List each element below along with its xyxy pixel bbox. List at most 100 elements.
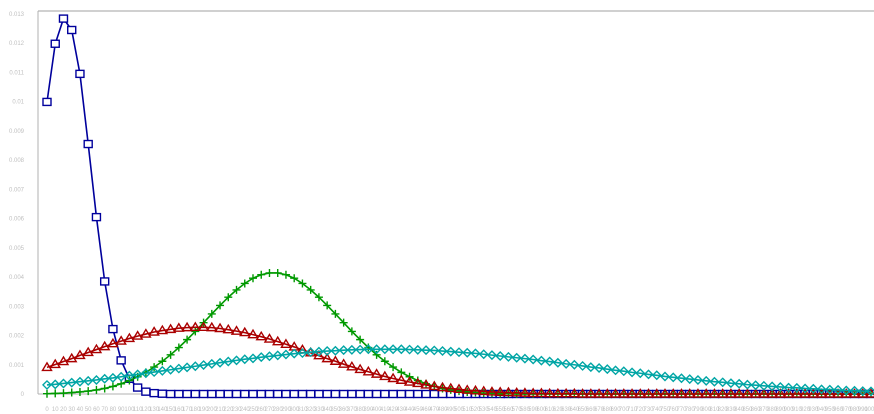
data-point xyxy=(651,388,663,398)
data-point xyxy=(370,368,383,378)
data-point xyxy=(157,389,168,398)
data-point xyxy=(487,389,496,398)
x-tick-label: 190 xyxy=(199,407,210,413)
x-tick-label: 780 xyxy=(685,407,696,413)
x-tick-label: 80 xyxy=(110,407,117,413)
data-point xyxy=(396,344,407,355)
data-point xyxy=(857,386,868,397)
data-point xyxy=(840,388,853,398)
data-point xyxy=(240,279,249,288)
data-point xyxy=(198,389,209,399)
x-tick-label: 870 xyxy=(759,407,770,413)
data-point xyxy=(51,389,60,398)
data-point xyxy=(190,361,201,372)
data-point xyxy=(470,348,481,359)
x-tick-label: 350 xyxy=(330,407,341,413)
data-point xyxy=(43,389,51,398)
data-point xyxy=(683,388,696,398)
data-point xyxy=(116,356,126,365)
data-point xyxy=(437,346,448,357)
data-point xyxy=(594,362,605,373)
data-point xyxy=(775,381,786,392)
x-tick-label: 570 xyxy=(512,407,523,413)
data-point xyxy=(215,389,225,399)
data-point xyxy=(388,344,399,355)
data-point xyxy=(223,389,233,399)
data-point xyxy=(692,374,703,385)
x-tick-label: 680 xyxy=(602,407,613,413)
data-point xyxy=(100,384,109,393)
data-point xyxy=(91,212,102,222)
data-point xyxy=(108,382,117,391)
data-point xyxy=(346,360,358,371)
data-point xyxy=(734,378,745,389)
x-tick-label: 1000 xyxy=(864,407,874,413)
data-point xyxy=(404,344,415,355)
data-point xyxy=(65,352,78,363)
x-tick-label: 810 xyxy=(709,407,720,413)
data-point xyxy=(99,373,110,384)
data-point xyxy=(371,389,382,399)
x-tick-label: 390 xyxy=(363,407,374,413)
x-tick-label: 950 xyxy=(825,407,836,413)
data-point xyxy=(82,346,94,357)
data-point xyxy=(429,345,440,356)
data-point xyxy=(510,386,523,397)
x-tick-label: 20 xyxy=(60,407,67,413)
data-point xyxy=(281,270,290,279)
data-point xyxy=(519,387,531,397)
data-point xyxy=(347,327,356,336)
x-tick-label: 340 xyxy=(322,407,333,413)
x-tick-label: 880 xyxy=(767,407,778,413)
data-point xyxy=(230,325,243,335)
data-point xyxy=(389,363,398,372)
data-point xyxy=(240,389,250,399)
data-point xyxy=(305,389,316,399)
data-point xyxy=(223,356,234,367)
data-point xyxy=(404,389,415,399)
x-tick-label: 320 xyxy=(306,407,317,413)
data-point xyxy=(41,361,53,372)
y-tick-label: 0.002 xyxy=(9,334,25,340)
data-point xyxy=(75,387,84,396)
x-tick-label: 50 xyxy=(85,407,92,413)
x-tick-label: 720 xyxy=(635,407,646,413)
data-point xyxy=(593,388,605,398)
x-tick-label: 770 xyxy=(676,407,687,413)
data-point xyxy=(149,388,159,398)
data-point xyxy=(700,388,712,398)
y-tick-label: 0.009 xyxy=(9,129,25,135)
data-point xyxy=(224,293,233,302)
x-tick-label: 140 xyxy=(157,407,168,413)
series-diamond xyxy=(42,344,874,397)
y-tick-label: 0.006 xyxy=(9,217,25,223)
data-point xyxy=(74,376,85,387)
data-point xyxy=(355,389,365,399)
series-square xyxy=(42,14,874,399)
data-point xyxy=(627,367,638,378)
x-tick-label: 790 xyxy=(693,407,704,413)
data-point xyxy=(585,388,597,398)
x-tick-label: 440 xyxy=(405,407,416,413)
data-point xyxy=(808,383,819,394)
data-point xyxy=(67,25,77,35)
data-point xyxy=(322,346,333,357)
data-point xyxy=(824,388,836,398)
data-point xyxy=(543,387,556,398)
data-point xyxy=(379,370,391,381)
data-point xyxy=(445,382,457,393)
x-tick-label: 580 xyxy=(520,407,531,413)
data-point xyxy=(183,335,192,344)
data-point xyxy=(330,345,341,356)
data-point xyxy=(766,388,778,398)
data-point xyxy=(57,355,70,366)
data-point xyxy=(298,279,307,288)
data-point xyxy=(380,357,389,366)
x-tick-label: 360 xyxy=(339,407,350,413)
x-tick-label: 850 xyxy=(742,407,753,413)
data-point xyxy=(164,323,177,334)
data-point xyxy=(791,382,802,393)
data-point xyxy=(519,353,530,364)
data-point xyxy=(602,364,613,375)
x-tick-label: 450 xyxy=(413,407,424,413)
